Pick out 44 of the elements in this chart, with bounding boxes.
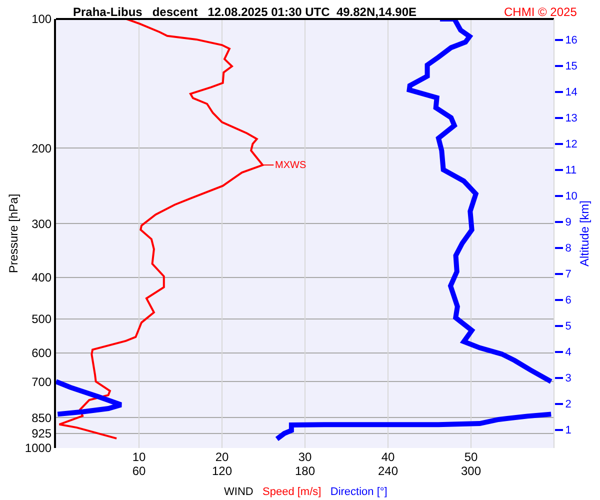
y2-tick-label: 8: [565, 242, 572, 255]
y-axis-title: Pressure [hPa]: [6, 194, 21, 274]
y-tick-label: 300: [32, 216, 52, 231]
y-tick-label: 200: [32, 141, 52, 156]
x-axis-title: WIND: [224, 486, 254, 498]
y2-tick-label: 10: [565, 190, 578, 203]
y2-tick-label: 1: [565, 424, 572, 437]
x-tick-label: 10: [132, 450, 146, 464]
y2-tick-label: 5: [565, 320, 572, 333]
y-tick-label: 600: [32, 346, 52, 360]
text: Speed [m/s]: [262, 486, 322, 498]
y2-tick-label: 14: [565, 86, 578, 99]
x2-tick-label: 240: [378, 464, 398, 478]
y2-tick-label: 11: [565, 164, 577, 177]
y2-tick-label: 12: [565, 138, 578, 151]
x2-tick-label: 120: [212, 464, 232, 478]
y2-tick-label: 6: [565, 294, 572, 307]
y2-tick-label: 7: [565, 268, 572, 281]
y-tick-label: 850: [32, 410, 52, 425]
y2-tick-label: 3: [565, 372, 572, 385]
y-tick-label: 100: [32, 12, 52, 26]
text: Direction [°]: [330, 486, 388, 498]
x-tick-label: 50: [464, 450, 478, 464]
y2-tick-label: 9: [565, 216, 572, 229]
x2-tick-label: 180: [294, 464, 316, 478]
y2-tick-label: 4: [565, 346, 572, 359]
y-tick-label: 500: [32, 312, 52, 326]
y-tick-label: 1000: [24, 441, 52, 456]
y2-tick-label: 15: [565, 60, 578, 73]
x-tick-label: 30: [298, 450, 312, 464]
x-tick-label: 20: [215, 450, 229, 464]
y2-tick-label: 2: [565, 398, 572, 411]
y2-tick-label: 16: [565, 34, 578, 47]
chart-title: Praha-Libus descent 12.08.2025 01:30 UTC 49.82N,14.90E: [73, 5, 417, 19]
y-tick-label: 400: [32, 270, 52, 284]
y2-axis-title: Altitude [km]: [577, 200, 592, 267]
x-tick-label: 40: [381, 450, 395, 464]
y2-tick-label: 13: [565, 112, 578, 125]
text: CHMI © 2025: [504, 5, 578, 19]
x2-tick-label: 300: [460, 464, 482, 478]
x2-tick-label: 60: [132, 464, 146, 478]
y-tick-label: 700: [32, 374, 52, 389]
y-tick-label: 925: [32, 426, 52, 441]
annotation: MXWS: [275, 160, 306, 171]
